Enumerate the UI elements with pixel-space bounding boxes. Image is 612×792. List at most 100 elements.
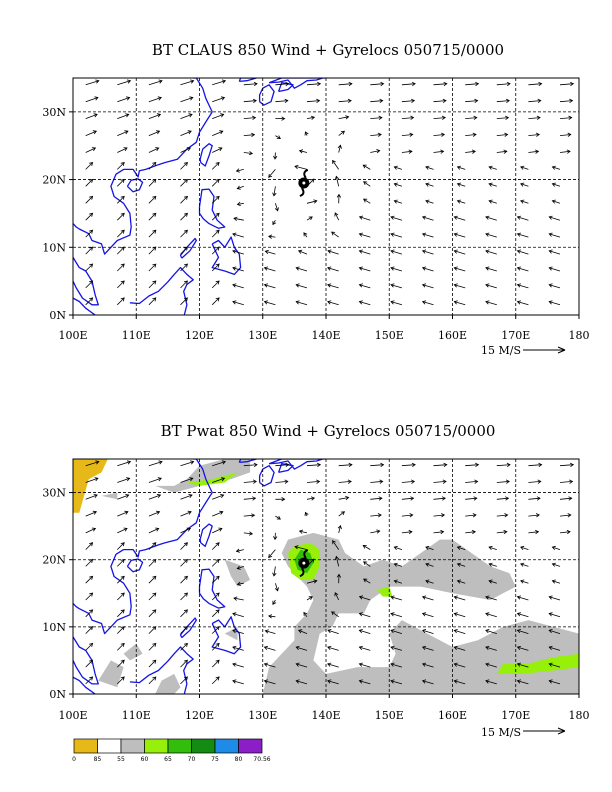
wind-vector-head (393, 579, 398, 584)
wind-vector (117, 130, 129, 136)
wind-vector-head (125, 494, 130, 499)
y-tick-label: 30N (42, 487, 66, 500)
wind-vector (211, 643, 220, 651)
wind-vector (485, 301, 497, 306)
wind-vector-head (91, 527, 97, 532)
wind-vector-head (152, 161, 157, 166)
cyclone-center (302, 561, 306, 565)
wind-vector (390, 250, 403, 255)
wind-vector-head (155, 147, 160, 152)
wind-vector-head (390, 249, 395, 254)
wind-vector (232, 646, 244, 651)
wind-vector (327, 301, 339, 306)
map-panel-1: 100E 110E 120E 130E 140E 150E 160E 170E 180 0N 10N… (42, 77, 590, 357)
wind-vector-head (232, 266, 237, 271)
wind-vector-head (236, 581, 241, 586)
coastline-segment (129, 266, 194, 315)
wind-vector-head (184, 212, 188, 217)
wind-vector-head (379, 479, 384, 484)
wind-vector (306, 116, 315, 119)
wind-vector-head (516, 645, 522, 650)
wind-vector (180, 477, 193, 483)
wind-vector (148, 263, 157, 272)
wind-vector-head (390, 300, 395, 305)
wind-vector (528, 464, 542, 467)
wind-vector (211, 229, 220, 238)
wind-vector-head (152, 263, 157, 268)
wind-vector-head (268, 173, 273, 178)
wind-vector (363, 198, 371, 204)
wind-vector (528, 134, 540, 136)
x-tick-label: 150E (375, 329, 404, 342)
wind-vector-head (456, 579, 461, 584)
wind-vector (552, 183, 561, 187)
wind-vector-head (274, 207, 279, 212)
wind-vector-head (120, 626, 125, 631)
wind-vector-head (453, 300, 458, 305)
wind-vector-head (316, 462, 322, 468)
wind-vector (148, 477, 162, 483)
wind-vector (359, 250, 371, 255)
wind-vector (528, 481, 541, 483)
wind-vector-head (456, 182, 461, 187)
wind-vector (485, 596, 497, 601)
wind-vector-head (123, 527, 128, 532)
gridlines-1 (73, 78, 579, 315)
wind-vector (549, 250, 561, 255)
wind-vector-head (152, 280, 157, 285)
x-tick-label: 180 (569, 709, 590, 722)
wind-vector (517, 301, 529, 306)
wind-vector (211, 297, 220, 306)
wind-vector-head (327, 662, 332, 667)
wind-vector (117, 246, 125, 255)
wind-vector (264, 646, 276, 651)
wind-vector (275, 464, 289, 467)
pwat-region (123, 643, 143, 661)
wind-vector-head (362, 164, 367, 169)
wind-vector-head (89, 558, 94, 564)
wind-vector (117, 542, 125, 550)
wind-vector (85, 263, 93, 272)
wind-vector (180, 162, 188, 170)
wind-vector (85, 477, 99, 483)
wind-vector (370, 117, 382, 119)
wind-vectors-2 (85, 460, 575, 685)
wind-vector-head (453, 283, 458, 288)
wind-vector-head (215, 592, 220, 597)
wind-vector (433, 100, 447, 103)
wind-vector (559, 83, 574, 86)
pwat-region (101, 492, 118, 500)
wind-vector (117, 576, 125, 584)
wind-vector (211, 592, 220, 601)
wind-vector-head (152, 626, 157, 631)
wind-vector (465, 514, 477, 517)
wind-vector-head (421, 612, 427, 617)
wind-vector (148, 280, 157, 289)
wind-vector-head (310, 496, 316, 501)
x-tick-label: 180 (569, 329, 590, 342)
wind-vector (433, 134, 445, 136)
wind-vector-head (232, 679, 237, 684)
panel-1-title: BT CLAUS 850 Wind + Gyrelocs 050715/0000 (152, 41, 504, 59)
y-tick-label: 20N (42, 554, 66, 567)
wind-vector-head (503, 149, 508, 154)
wind-vector-head (218, 527, 223, 532)
wind-vector-head (263, 266, 268, 271)
wind-vector-head (215, 263, 220, 268)
wind-vector-head (294, 545, 299, 550)
wind-vector (180, 179, 188, 187)
wind-vector (296, 301, 308, 306)
wind-vector (85, 97, 99, 103)
wind-vector-head (516, 249, 522, 254)
wind-vector-head (505, 115, 510, 120)
colorbar-label: 0 (72, 756, 76, 763)
wind-vector (422, 233, 434, 238)
wind-vector (401, 150, 412, 153)
wind-vector-head (264, 249, 269, 254)
wind-vector-head (295, 300, 300, 305)
wind-vector-head (535, 149, 540, 154)
wind-vector (148, 659, 157, 668)
wind-vector-head (340, 511, 346, 516)
wind-vector-head (95, 460, 100, 465)
wind-vector (233, 597, 244, 601)
